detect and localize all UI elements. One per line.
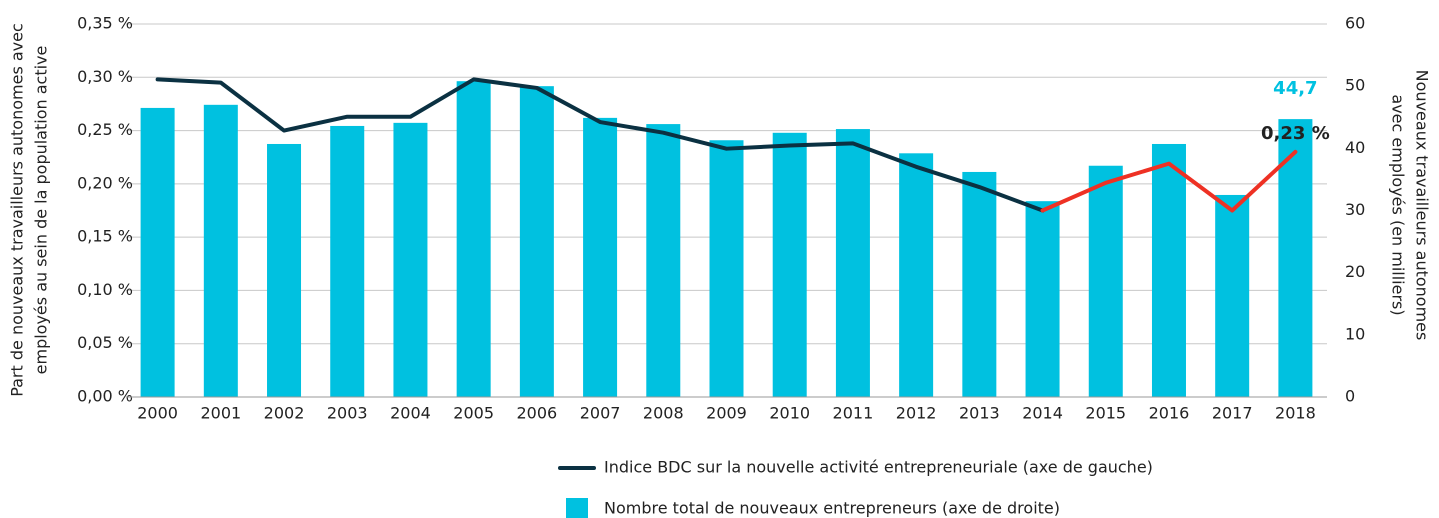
- bar: [772, 132, 807, 397]
- bar: [140, 107, 175, 398]
- y-tick-label: 0,30 %: [77, 67, 133, 86]
- y-axis-label: employés au sein de la population active: [32, 46, 51, 375]
- bar: [899, 153, 934, 397]
- y-tick-label: 0,20 %: [77, 173, 133, 192]
- x-tick-label: 2014: [1022, 404, 1063, 423]
- x-tick-label: 2010: [769, 404, 810, 423]
- x-tick-label: 2016: [1149, 404, 1190, 423]
- y2-axis-label: Nouveaux travailleurs autonomes: [1413, 70, 1432, 341]
- x-tick-label: 2015: [1085, 404, 1126, 423]
- bar: [1025, 201, 1060, 397]
- x-tick-label: 2006: [517, 404, 558, 423]
- x-tick-label: 2005: [453, 404, 494, 423]
- bar: [962, 171, 997, 397]
- bar: [1151, 143, 1186, 397]
- bar: [203, 104, 238, 398]
- bar-value-label: 44,7: [1273, 78, 1317, 99]
- x-tick-label: 2012: [896, 404, 937, 423]
- bar: [519, 86, 554, 398]
- legend-swatch: [566, 498, 588, 518]
- y2-tick-label: 30: [1345, 200, 1365, 219]
- x-tick-label: 2004: [390, 404, 431, 423]
- y2-tick-label: 60: [1345, 14, 1365, 33]
- x-tick-label: 2017: [1212, 404, 1253, 423]
- y-tick-label: 0,35 %: [77, 14, 133, 33]
- y2-tick-label: 10: [1345, 324, 1365, 343]
- x-tick-label: 2001: [200, 404, 241, 423]
- legend-label: Nombre total de nouveaux entrepreneurs (…: [604, 499, 1060, 518]
- x-tick-label: 2007: [580, 404, 621, 423]
- bar: [583, 117, 618, 397]
- y2-tick-label: 40: [1345, 138, 1365, 157]
- y2-tick-label: 50: [1345, 76, 1365, 95]
- x-tick-label: 2000: [137, 404, 178, 423]
- x-tick-label: 2008: [643, 404, 684, 423]
- bar: [456, 81, 491, 398]
- x-tick-label: 2011: [833, 404, 874, 423]
- y-axis-label: Part de nouveaux travailleurs autonomes …: [8, 23, 27, 397]
- bar: [709, 140, 744, 398]
- bar: [835, 129, 870, 398]
- x-tick-label: 2009: [706, 404, 747, 423]
- x-tick-label: 2002: [264, 404, 305, 423]
- y2-tick-label: 20: [1345, 262, 1365, 281]
- bar: [1215, 194, 1250, 397]
- bar: [330, 125, 365, 397]
- bar: [1278, 119, 1313, 398]
- y-tick-label: 0,05 %: [77, 333, 133, 352]
- legend-label: Indice BDC sur la nouvelle activité entr…: [604, 458, 1153, 477]
- y-tick-label: 0,00 %: [77, 387, 133, 406]
- y-tick-label: 0,15 %: [77, 227, 133, 246]
- bar: [267, 143, 302, 397]
- line-recent: [1040, 149, 1298, 213]
- y2-axis-label: avec employés (en milliers): [1389, 94, 1408, 315]
- bar: [646, 124, 681, 398]
- line-value-label: 0,23 %: [1261, 123, 1330, 144]
- x-tick-label: 2018: [1275, 404, 1316, 423]
- bar: [393, 122, 428, 397]
- x-tick-label: 2013: [959, 404, 1000, 423]
- y2-tick-label: 0: [1345, 387, 1355, 406]
- x-tick-label: 2003: [327, 404, 368, 423]
- line: [155, 77, 1045, 213]
- bar: [1088, 165, 1123, 397]
- y-tick-label: 0,25 %: [77, 120, 133, 139]
- y-tick-label: 0,10 %: [77, 280, 133, 299]
